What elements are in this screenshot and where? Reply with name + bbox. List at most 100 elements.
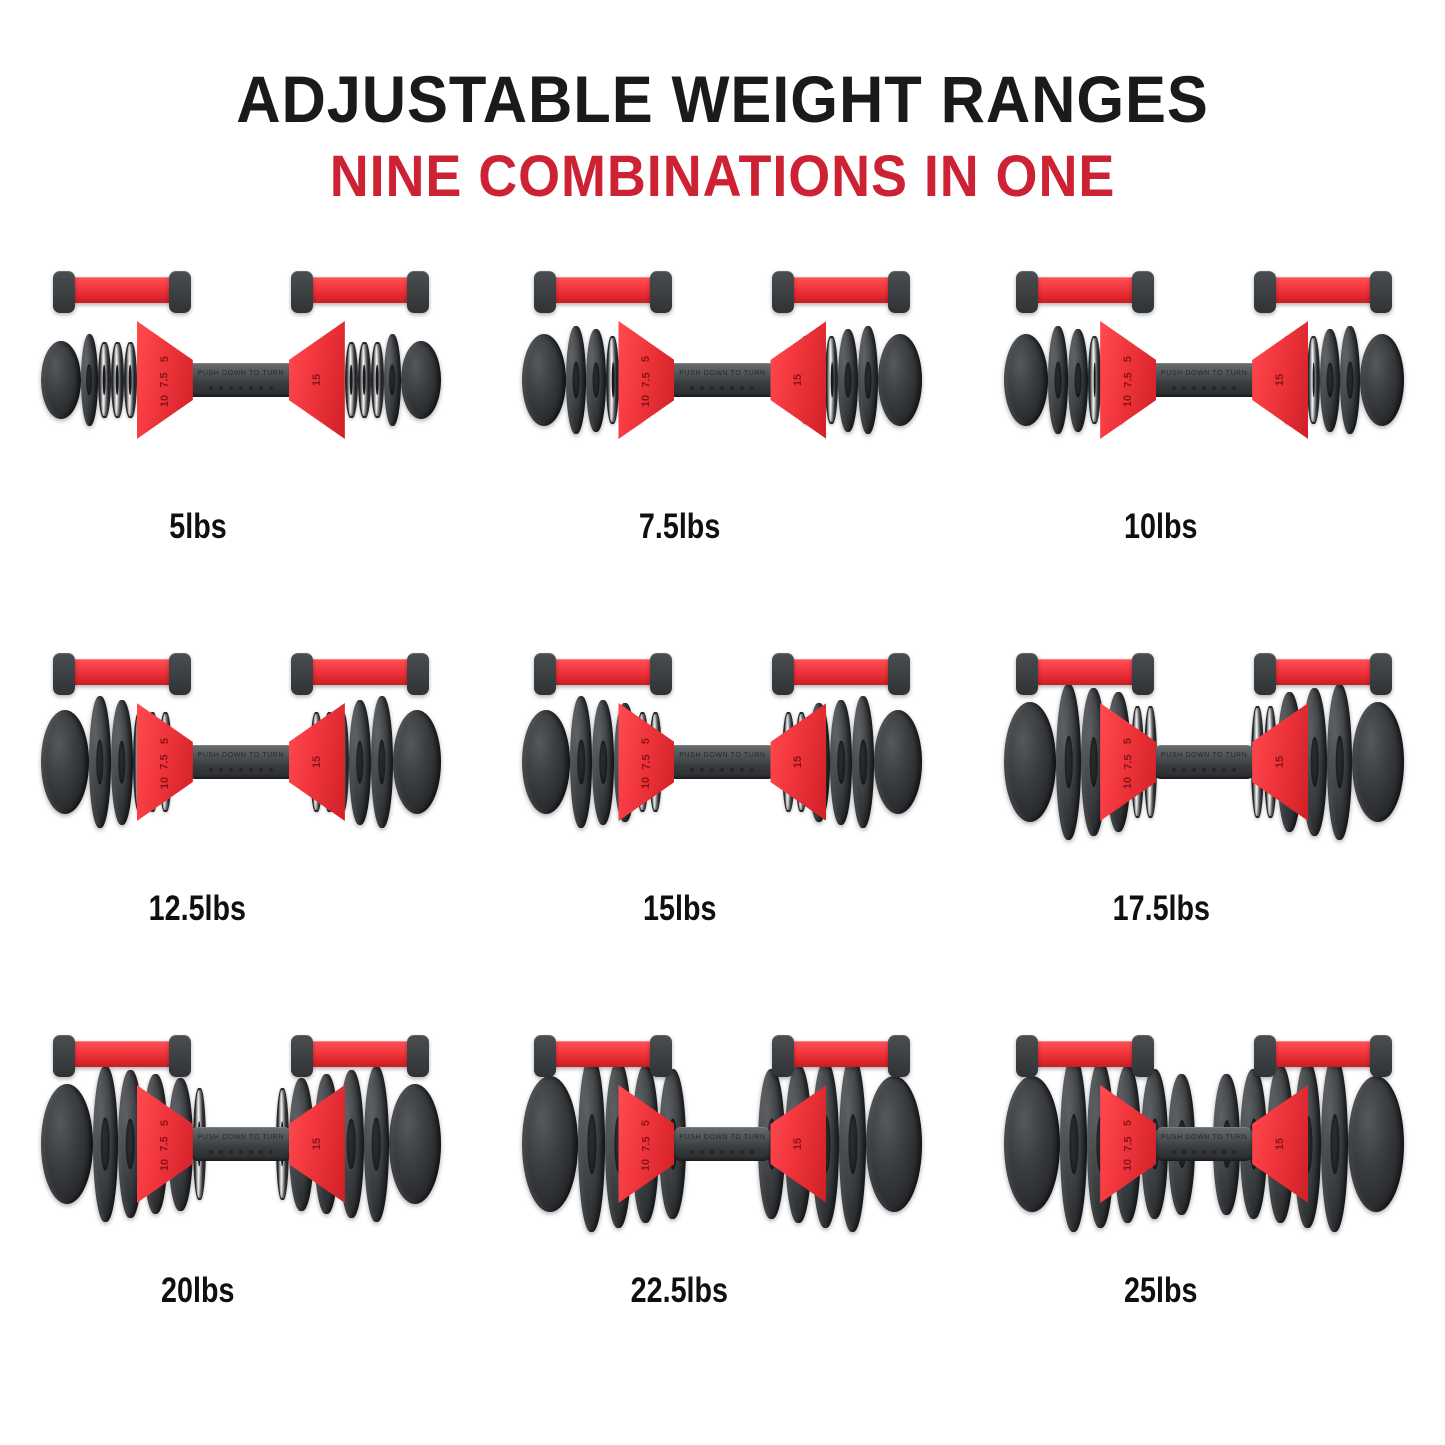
handle-cradle-right — [784, 277, 897, 303]
weight-dial-right[interactable]: 15 — [770, 703, 827, 821]
handle-cradle-left — [66, 1041, 179, 1067]
weight-plate-endcap — [40, 1084, 93, 1204]
handle-instruction-text: PUSH DOWN TO TURN — [1160, 1134, 1248, 1141]
weight-plate-endcap — [392, 710, 441, 814]
weight-dial-right[interactable]: 15 — [1252, 321, 1309, 439]
weight-dial-left[interactable]: 5 7.5 10 — [136, 321, 193, 439]
cradle-post — [1370, 271, 1393, 313]
dumbbell-handle[interactable]: PUSH DOWN TO TURN — [187, 745, 294, 779]
dial-number: 15 — [310, 755, 323, 769]
handle-cradle-right — [1266, 277, 1379, 303]
weight-plate-endcap — [1004, 334, 1049, 426]
weight-plate — [110, 699, 133, 825]
dial-numbers: 15 — [289, 703, 345, 821]
weight-option-10lbs[interactable]: 5 7.5 10 15 PUSH DOWN TO TURN 10lbs — [963, 255, 1445, 637]
cradle-post — [650, 271, 673, 313]
weight-dial-right[interactable]: 15 — [288, 1085, 345, 1203]
dumbbell-illustration: 5 7.5 10 15 PUSH DOWN TO TURN — [1004, 265, 1405, 495]
weight-dial-right[interactable]: 15 — [770, 321, 827, 439]
page-title: ADJUSTABLE WEIGHT RANGES — [236, 62, 1209, 136]
weight-plate-endcap — [400, 341, 441, 419]
cradle-post — [168, 271, 191, 313]
weight-option-15lbs[interactable]: 5 7.5 10 15 PUSH DOWN TO TURN 15lbs — [482, 637, 964, 1019]
weight-dial-left[interactable]: 5 7.5 10 — [618, 703, 675, 821]
weight-plate — [88, 696, 111, 828]
weight-option-17-5lbs[interactable]: 5 7.5 10 15 PUSH DOWN TO TURN 17.5lbs — [963, 637, 1445, 1019]
dial-numbers: 15 — [770, 703, 826, 821]
cradle-post — [1254, 271, 1277, 313]
dumbbell-image: 5 7.5 10 15 PUSH DOWN TO TURN — [994, 637, 1414, 887]
weight-option-7-5lbs[interactable]: 5 7.5 10 15 PUSH DOWN TO TURN 7.5lbs — [482, 255, 964, 637]
dumbbell-illustration: 5 7.5 10 15 PUSH DOWN TO TURN — [522, 647, 923, 877]
cradle-post — [52, 271, 75, 313]
weight-option-20lbs[interactable]: 5 7.5 10 15 PUSH DOWN TO TURN 20lbs — [0, 1019, 482, 1401]
dial-number: 7.5 — [1122, 372, 1135, 388]
cradle-post — [52, 653, 75, 695]
weight-dial-right[interactable]: 15 — [770, 1085, 827, 1203]
weight-plate — [1048, 326, 1069, 434]
handle-instruction-text: PUSH DOWN TO TURN — [197, 1134, 285, 1141]
cradle-post — [1016, 653, 1039, 695]
cradle-post — [52, 1035, 75, 1077]
weight-dial-left[interactable]: 5 7.5 10 — [618, 321, 675, 439]
cradle-post — [168, 1035, 191, 1077]
dumbbell-image: 5 7.5 10 15 PUSH DOWN TO TURN — [512, 1019, 932, 1269]
dumbbell-handle[interactable]: PUSH DOWN TO TURN — [669, 745, 776, 779]
cradle-post — [1370, 653, 1393, 695]
dial-number: 10 — [1122, 394, 1135, 408]
dial-numbers: 5 7.5 10 — [137, 1085, 193, 1203]
cradle-post — [1016, 271, 1039, 313]
weight-plate-endcap — [522, 1076, 579, 1212]
dumbbell-handle[interactable]: PUSH DOWN TO TURN — [1148, 363, 1261, 397]
weight-option-5lbs[interactable]: 5 7.5 10 15 PUSH DOWN TO TURN 5lbs — [0, 255, 482, 637]
weight-dial-left[interactable]: 5 7.5 10 — [1100, 321, 1157, 439]
dumbbell-handle[interactable]: PUSH DOWN TO TURN — [674, 1127, 771, 1161]
dial-numbers: 15 — [1252, 703, 1308, 821]
weight-plate — [92, 1066, 118, 1222]
dumbbell-illustration: 5 7.5 10 15 PUSH DOWN TO TURN — [522, 1029, 923, 1259]
handle-cradle-right — [784, 659, 897, 685]
weight-dial-left[interactable]: 5 7.5 10 — [1100, 1085, 1157, 1203]
weight-plate-endcap — [1352, 702, 1405, 822]
weight-dial-left[interactable]: 5 7.5 10 — [136, 1085, 193, 1203]
dial-number: 5 — [640, 1119, 653, 1127]
dial-number: 10 — [158, 1158, 171, 1172]
weight-option-12-5lbs[interactable]: 5 7.5 10 15 PUSH DOWN TO TURN 12.5lbs — [0, 637, 482, 1019]
weight-dial-left[interactable]: 5 7.5 10 — [136, 703, 193, 821]
dumbbell-handle[interactable]: PUSH DOWN TO TURN — [1154, 745, 1255, 779]
handle-grip-dots — [690, 386, 755, 390]
weight-dial-right[interactable]: 15 — [288, 703, 345, 821]
dumbbell-handle[interactable]: PUSH DOWN TO TURN — [666, 363, 779, 397]
weight-dial-right[interactable]: 15 — [1252, 703, 1309, 821]
weight-dial-right[interactable]: 15 — [288, 321, 345, 439]
dial-numbers: 5 7.5 10 — [1100, 703, 1156, 821]
cradle-post — [290, 653, 313, 695]
dumbbell-image: 5 7.5 10 15 PUSH DOWN TO TURN — [512, 255, 932, 505]
handle-grip-dots — [208, 1150, 273, 1154]
dial-number: 15 — [1274, 373, 1287, 387]
cradle-post — [534, 1035, 557, 1077]
dumbbell-illustration: 5 7.5 10 15 PUSH DOWN TO TURN — [40, 265, 441, 495]
handle-grip-dots — [208, 386, 273, 390]
weight-dial-left[interactable]: 5 7.5 10 — [1100, 703, 1157, 821]
dumbbell-handle[interactable]: PUSH DOWN TO TURN — [1156, 1127, 1253, 1161]
weight-option-22-5lbs[interactable]: 5 7.5 10 15 PUSH DOWN TO TURN 22.5lbs — [482, 1019, 964, 1401]
dumbbell-handle[interactable]: PUSH DOWN TO TURN — [181, 363, 300, 397]
dial-number: 10 — [158, 394, 171, 408]
handle-instruction-text: PUSH DOWN TO TURN — [679, 370, 766, 377]
dial-number: 7.5 — [1122, 1136, 1135, 1152]
dumbbell-handle[interactable]: PUSH DOWN TO TURN — [190, 1127, 291, 1161]
weight-dial-left[interactable]: 5 7.5 10 — [618, 1085, 675, 1203]
weight-plate — [348, 699, 371, 825]
weight-dial-right[interactable]: 15 — [1252, 1085, 1309, 1203]
cradle-post — [772, 653, 795, 695]
weight-option-25lbs[interactable]: 5 7.5 10 15 PUSH DOWN TO TURN 25lbs — [963, 1019, 1445, 1401]
cradle-post — [1254, 1035, 1277, 1077]
dumbbell-illustration: 5 7.5 10 15 PUSH DOWN TO TURN — [522, 265, 923, 495]
detached-plate-ring — [123, 342, 137, 418]
weight-label: 17.5lbs — [1112, 889, 1210, 928]
dial-number: 10 — [158, 776, 171, 790]
weight-range-grid: 5 7.5 10 15 PUSH DOWN TO TURN 5lbs 5 7.5 10 15 PUS… — [0, 255, 1445, 1401]
weight-label: 12.5lbs — [149, 889, 247, 928]
dial-number: 7.5 — [158, 372, 171, 388]
